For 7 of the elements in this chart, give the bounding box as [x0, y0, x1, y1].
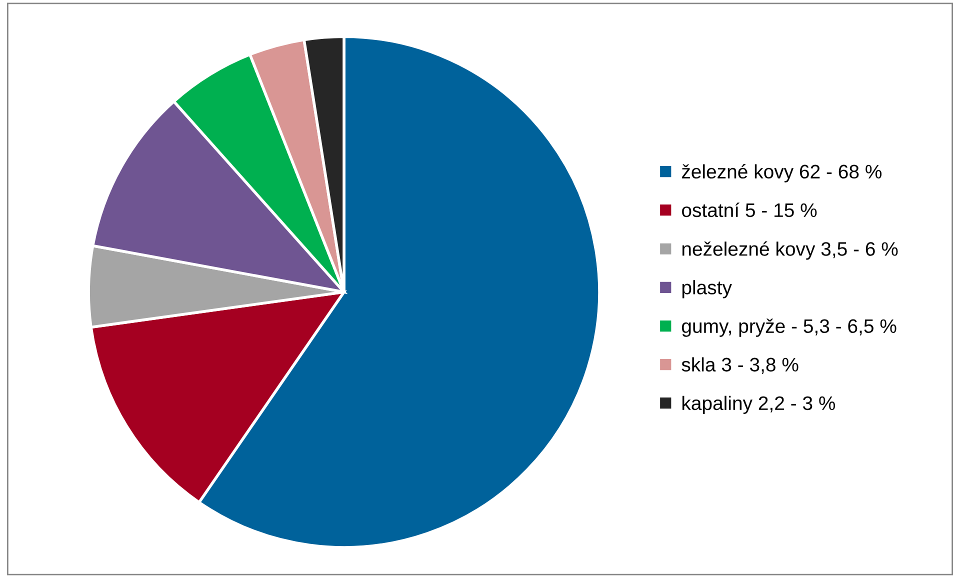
- legend-label: železné kovy 62 - 68 %: [682, 164, 882, 182]
- legend-label: kapaliny 2,2 - 3 %: [682, 396, 836, 414]
- legend-label: ostatní 5 - 15 %: [682, 202, 817, 218]
- legend-label: skla 3 - 3,8 %: [682, 357, 798, 374]
- legend-label: gumy, pryže - 5,3 - 6,5 %: [682, 318, 896, 337]
- legend-label: neželezné kovy 3,5 - 6 %: [682, 241, 898, 260]
- legend-label: plasty: [682, 280, 732, 298]
